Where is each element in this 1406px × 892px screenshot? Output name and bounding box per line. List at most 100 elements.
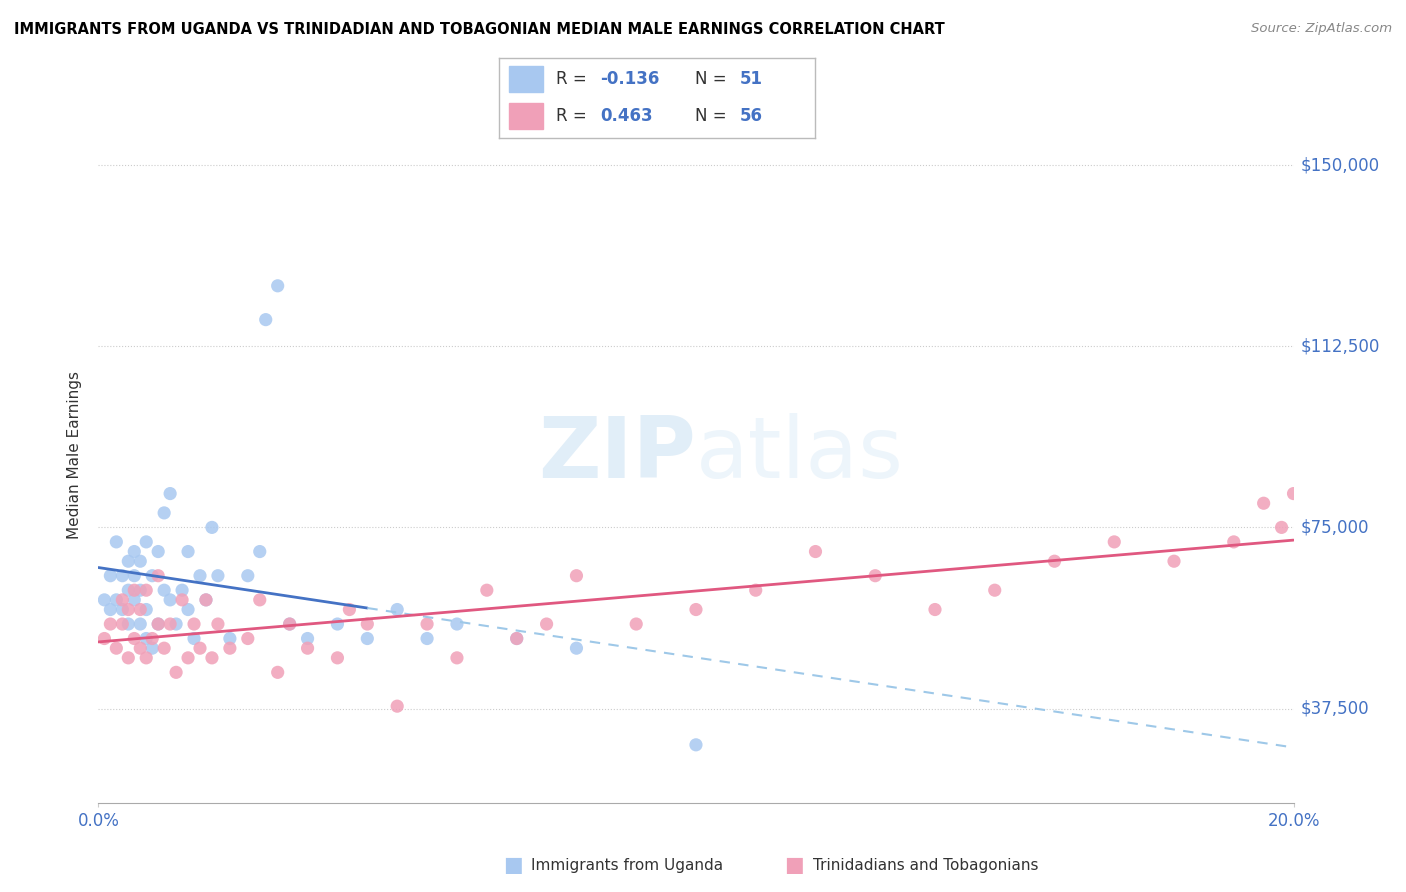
Point	[148, 617, 170, 632]
Text: $150,000: $150,000	[1301, 156, 1379, 174]
Point	[416, 632, 439, 646]
Point	[297, 632, 319, 646]
Point	[565, 641, 588, 656]
Bar	[509, 66, 543, 92]
Point	[172, 583, 194, 598]
Text: ■: ■	[785, 855, 804, 875]
Text: Trinidadians and Tobagonians: Trinidadians and Tobagonians	[813, 858, 1038, 872]
Point	[385, 602, 409, 616]
Point	[207, 617, 229, 632]
Point	[219, 632, 242, 646]
Y-axis label: Median Male Earnings: Median Male Earnings	[67, 371, 83, 539]
Point	[124, 583, 146, 598]
Point	[267, 665, 290, 680]
Text: 0.463: 0.463	[600, 107, 652, 125]
Point	[278, 617, 301, 632]
Point	[124, 544, 146, 558]
Point	[201, 520, 224, 534]
Point	[129, 554, 152, 568]
Point	[129, 602, 152, 616]
Point	[326, 651, 349, 665]
Point	[278, 617, 301, 632]
Point	[236, 632, 259, 646]
Point	[93, 632, 115, 646]
Point	[339, 602, 360, 616]
Point	[129, 641, 152, 656]
Text: 56: 56	[740, 107, 762, 125]
Point	[135, 602, 157, 616]
Point	[159, 486, 181, 500]
Point	[1043, 554, 1066, 568]
Point	[105, 641, 128, 656]
Point	[105, 534, 128, 549]
Text: ZIP: ZIP	[538, 413, 696, 497]
Point	[183, 632, 205, 646]
Point	[111, 592, 134, 607]
Point	[93, 592, 115, 607]
Point	[153, 506, 176, 520]
Point	[98, 617, 122, 632]
Point	[1223, 534, 1246, 549]
Point	[1271, 520, 1294, 534]
Text: Immigrants from Uganda: Immigrants from Uganda	[531, 858, 724, 872]
Point	[1163, 554, 1185, 568]
Point	[141, 568, 163, 582]
Point	[201, 651, 224, 665]
Point	[153, 583, 176, 598]
Text: 51: 51	[740, 70, 762, 87]
Point	[1104, 534, 1126, 549]
Text: R =: R =	[557, 107, 592, 125]
Point	[446, 617, 468, 632]
Point	[159, 592, 181, 607]
Point	[111, 602, 134, 616]
Point	[194, 592, 218, 607]
Text: -0.136: -0.136	[600, 70, 659, 87]
Point	[165, 665, 187, 680]
Point	[326, 617, 349, 632]
Point	[624, 617, 647, 632]
Point	[111, 617, 134, 632]
Point	[117, 554, 139, 568]
Point	[183, 617, 205, 632]
Point	[446, 651, 468, 665]
Point	[207, 568, 229, 582]
Point	[745, 583, 768, 598]
Point	[249, 592, 271, 607]
Point	[148, 544, 170, 558]
Point	[117, 651, 139, 665]
Point	[117, 602, 139, 616]
Point	[506, 632, 529, 646]
Point	[297, 641, 319, 656]
Point	[135, 583, 157, 598]
Point	[924, 602, 946, 616]
Point	[685, 738, 707, 752]
Point	[356, 632, 378, 646]
Point	[416, 617, 439, 632]
Point	[865, 568, 887, 582]
Point	[685, 602, 707, 616]
Text: atlas: atlas	[696, 413, 904, 497]
Point	[194, 592, 218, 607]
Point	[124, 632, 146, 646]
Text: $37,500: $37,500	[1301, 699, 1369, 717]
Point	[1282, 486, 1305, 500]
Point	[111, 568, 134, 582]
Point	[148, 568, 170, 582]
Point	[177, 602, 200, 616]
Point	[475, 583, 498, 598]
Point	[565, 568, 588, 582]
Point	[117, 583, 139, 598]
Point	[356, 617, 378, 632]
Point	[141, 632, 163, 646]
Point	[141, 641, 163, 656]
Point	[98, 602, 122, 616]
Point	[236, 568, 259, 582]
Point	[249, 544, 271, 558]
Bar	[509, 103, 543, 128]
Text: R =: R =	[557, 70, 592, 87]
Text: N =: N =	[695, 107, 733, 125]
Point	[148, 617, 170, 632]
Point	[98, 568, 122, 582]
Point	[385, 699, 409, 714]
Point	[124, 592, 146, 607]
